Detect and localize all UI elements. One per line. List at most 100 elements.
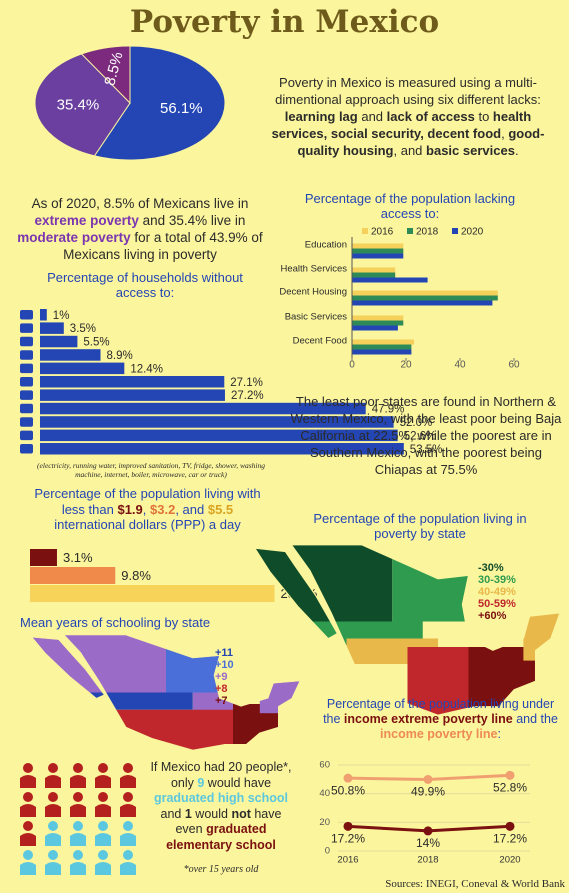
person-body: [95, 862, 111, 875]
legend-label: 2016: [371, 227, 394, 238]
bar-label: 1%: [53, 310, 70, 322]
person-head: [98, 821, 108, 831]
person-head: [73, 821, 83, 831]
region: [112, 709, 233, 750]
person-head: [48, 763, 58, 773]
text: and the: [512, 712, 558, 726]
text: basic services: [426, 143, 515, 158]
x-tick-label: 60: [508, 360, 520, 371]
legend-label: 2018: [416, 227, 439, 238]
bar-label: 5.5%: [83, 337, 109, 349]
person-body: [95, 775, 111, 788]
category-label: Decent Food: [293, 336, 347, 347]
person-body: [120, 862, 136, 875]
person-head: [23, 850, 33, 860]
point-label: 14%: [416, 836, 440, 850]
text: If Mexico had 20 people*, only: [150, 760, 292, 790]
icon: [20, 323, 33, 333]
bar-label: 52.0%: [400, 417, 433, 429]
icon: [20, 417, 33, 427]
bar: [352, 300, 493, 306]
region: [407, 647, 469, 715]
icon: [20, 390, 33, 400]
text: graduated elementary school: [166, 822, 276, 852]
legend-label: +10: [215, 659, 234, 671]
x-tick-label: 40: [454, 360, 466, 371]
bar: [352, 272, 396, 278]
person-head: [48, 821, 58, 831]
icon: [20, 430, 33, 441]
bar: [30, 549, 57, 566]
bar: [40, 402, 366, 415]
point: [343, 773, 353, 783]
text: for a total of 43.9% of Mexicans living …: [63, 230, 263, 262]
y-tick-label: 20: [319, 817, 330, 828]
text: international dollars (PPP) a day: [54, 517, 241, 532]
text: :: [497, 727, 501, 741]
person-head: [123, 850, 133, 860]
person-head: [48, 850, 58, 860]
people-text: If Mexico had 20 people*, only 9 would h…: [150, 760, 292, 853]
y-tick-label: 40: [319, 788, 330, 799]
bar: [352, 253, 404, 259]
legend-swatch: [407, 228, 413, 234]
person-body: [45, 833, 61, 846]
person-head: [73, 763, 83, 773]
person-head: [23, 763, 33, 773]
legend-swatch: [452, 228, 458, 234]
person-body: [20, 804, 36, 817]
legend-label: 30-39%: [478, 574, 516, 586]
bar: [352, 349, 412, 355]
person-body: [70, 775, 86, 788]
bar-label: 3.5%: [70, 323, 96, 335]
legend-label: +11: [215, 647, 233, 659]
y-tick-label: 0: [325, 846, 330, 857]
pie-label: 56.1%: [160, 100, 203, 117]
text: would have: [204, 775, 272, 790]
text: and 35.4% live in: [138, 213, 246, 228]
person-head: [123, 792, 133, 802]
point: [505, 770, 515, 780]
bar-label: 52.6%: [404, 430, 437, 442]
bar: [352, 267, 396, 273]
text: have even: [175, 806, 282, 837]
pie-slice: [93, 45, 226, 161]
title: Poverty in Mexico: [129, 4, 440, 40]
bar-label: 3.1%: [63, 550, 93, 565]
person-head: [98, 792, 108, 802]
icon: [20, 363, 33, 374]
icon: [20, 350, 33, 360]
legend-label: +9: [215, 671, 228, 683]
text: .: [514, 143, 519, 158]
x-tick-label: 0: [349, 360, 355, 371]
point: [343, 821, 353, 831]
person-body: [120, 804, 136, 817]
bar-label: 53.5%: [410, 444, 443, 456]
person-head: [23, 821, 33, 831]
bar: [40, 429, 398, 442]
person-body: [20, 862, 36, 875]
bar: [352, 277, 428, 283]
bar-label: 27.1%: [230, 377, 263, 389]
text: income poverty line: [380, 727, 498, 741]
bar: [352, 339, 415, 345]
text: 9: [197, 775, 205, 790]
text: 1: [184, 806, 192, 821]
bar: [352, 295, 498, 301]
bar: [40, 335, 78, 348]
legend-label: -30%: [478, 562, 504, 574]
households-title: Percentage of households without access …: [47, 270, 243, 300]
text: to: [474, 109, 493, 124]
text: $1.9: [117, 501, 143, 517]
bar-label: 9.8%: [121, 568, 151, 583]
households-note: (electricity, running water, improved sa…: [37, 461, 265, 479]
sources: Sources: INEGI, Coneval & World Bank: [385, 878, 565, 890]
bar: [40, 309, 47, 321]
person-body: [45, 862, 61, 875]
bar-label: 27.2%: [231, 390, 264, 402]
legend-label: +7: [215, 695, 228, 707]
point-label: 17.2%: [331, 832, 365, 846]
person-head: [73, 792, 83, 802]
